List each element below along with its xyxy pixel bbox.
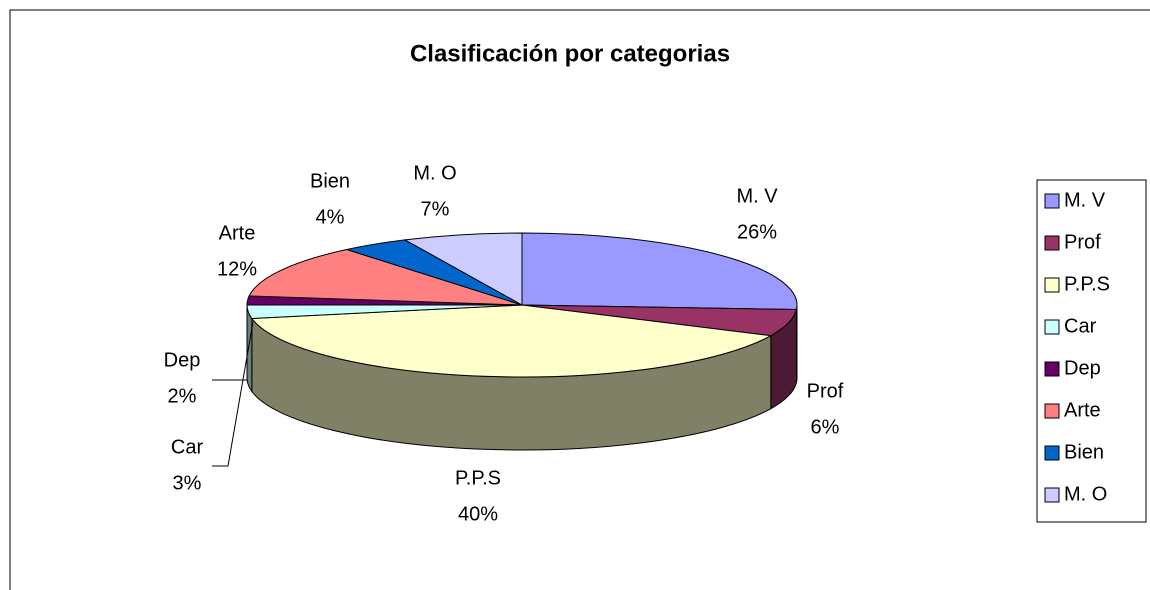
- data-label-value: 7%: [421, 198, 450, 220]
- pie-slice: [248, 249, 523, 306]
- legend-swatch: [1044, 193, 1060, 209]
- legend-label: Dep: [1064, 357, 1101, 379]
- data-label-name: M. V: [736, 185, 778, 207]
- pie-slice: [250, 304, 773, 378]
- data-label-value: 40%: [458, 503, 498, 525]
- legend-swatch: [1044, 403, 1060, 419]
- legend-swatch: [1044, 277, 1060, 293]
- data-label-name: Arte: [219, 222, 256, 244]
- legend-label: P.P.S: [1064, 273, 1110, 295]
- data-label-name: Dep: [164, 349, 201, 371]
- data-label-value: 3%: [173, 472, 202, 494]
- data-label-value: 2%: [168, 385, 197, 407]
- legend-label: Arte: [1064, 399, 1101, 421]
- legend-label: Bien: [1064, 441, 1104, 463]
- data-label-value: 6%: [811, 416, 840, 438]
- data-label-value: 12%: [217, 258, 257, 280]
- legend-swatch: [1044, 319, 1060, 335]
- data-label-value: 26%: [737, 221, 777, 243]
- legend-swatch: [1044, 445, 1060, 461]
- pie-slice: [403, 232, 523, 306]
- legend-label: Prof: [1064, 231, 1101, 253]
- data-label-value: 4%: [316, 206, 345, 228]
- pie-slice: [521, 232, 798, 311]
- chart-title: Clasificación por categorias: [410, 40, 730, 67]
- legend-label: M. O: [1064, 483, 1107, 505]
- data-label-name: M. O: [413, 162, 456, 184]
- leader-line: [212, 318, 248, 381]
- data-label-name: Car: [171, 436, 204, 458]
- legend-label: M. V: [1064, 189, 1106, 211]
- legend-swatch: [1044, 487, 1060, 503]
- legend-swatch: [1044, 235, 1060, 251]
- leader-line: [212, 321, 254, 467]
- data-label-name: Bien: [310, 170, 350, 192]
- legend-label: Car: [1064, 315, 1097, 337]
- legend-swatch: [1044, 361, 1060, 377]
- data-label-name: P.P.S: [455, 467, 501, 489]
- data-label-name: Prof: [807, 380, 844, 402]
